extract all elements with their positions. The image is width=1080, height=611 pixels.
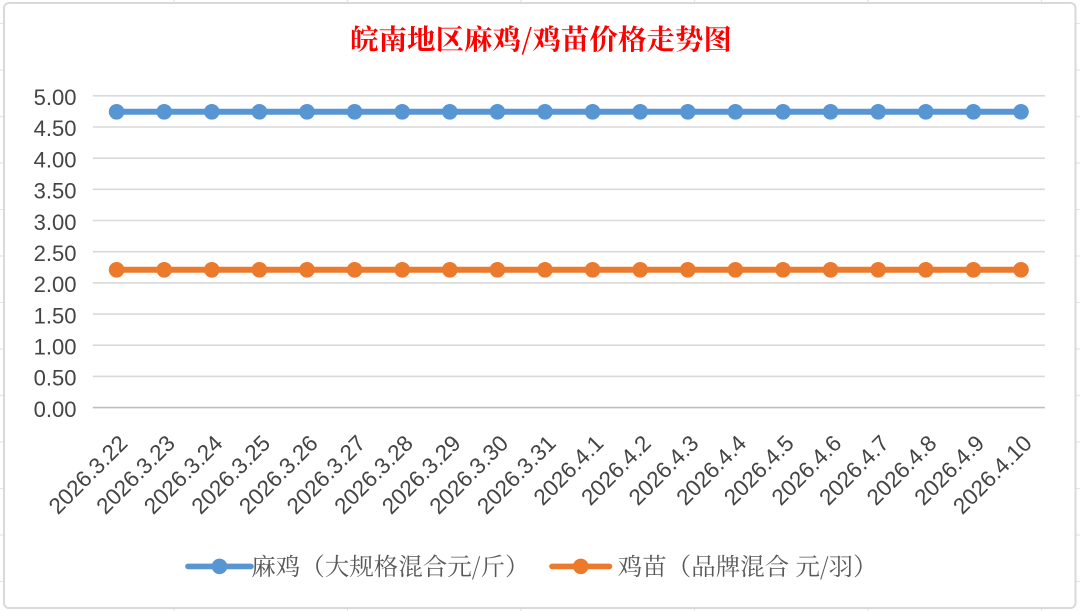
svg-text:4.00: 4.00 (34, 147, 77, 172)
svg-text:2.00: 2.00 (34, 272, 77, 297)
svg-text:3.50: 3.50 (34, 179, 77, 204)
svg-text:0.00: 0.00 (34, 397, 77, 422)
svg-text:5.00: 5.00 (34, 85, 77, 110)
svg-text:3.00: 3.00 (34, 210, 77, 235)
svg-text:4.50: 4.50 (34, 116, 77, 141)
svg-text:2.50: 2.50 (34, 241, 77, 266)
svg-text:1.00: 1.00 (34, 335, 77, 360)
svg-text:1.50: 1.50 (34, 303, 77, 328)
svg-text:0.50: 0.50 (34, 366, 77, 391)
